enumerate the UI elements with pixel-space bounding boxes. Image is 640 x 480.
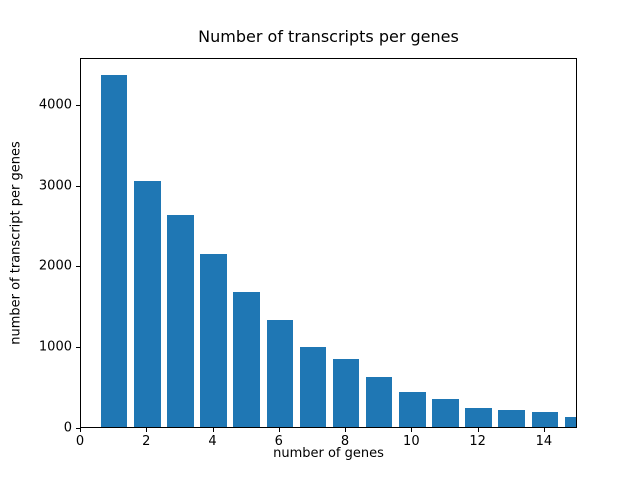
y-tick-mark [76,266,80,268]
y-tick-label: 4000 [38,97,72,113]
plot-area [80,58,577,428]
bar [200,254,227,427]
bar [332,359,360,427]
y-axis-label: number of transcript per genes [8,141,24,345]
x-tick-label: 2 [142,434,151,449]
x-tick-label: 6 [274,434,283,449]
x-tick-label: 14 [535,434,553,449]
bar [100,74,128,427]
x-tick-mark [278,428,280,432]
bar [167,215,194,427]
y-tick-label: 3000 [38,178,72,194]
x-tick-mark [146,428,148,432]
bar [266,319,294,427]
x-tick-label: 8 [340,434,350,449]
x-tick-mark [543,428,545,432]
bar [134,180,161,427]
bar [299,347,327,427]
x-tick-label: 10 [403,434,420,449]
y-tick-label: 0 [63,420,72,436]
y-tick-mark [76,347,80,349]
x-tick-mark [212,428,214,432]
y-tick-mark [76,104,80,106]
x-tick-label: 0 [75,434,85,449]
bar [365,376,393,427]
bar [498,409,525,427]
bar [564,417,576,427]
x-tick-mark [80,428,81,432]
y-tick-label: 2000 [38,258,72,274]
bar [465,407,492,427]
x-tick-mark [345,428,347,432]
x-tick-label: 4 [208,434,217,449]
y-tick-mark [76,185,80,187]
x-tick-label: 12 [469,434,486,449]
bar [233,292,260,427]
bar [399,392,426,427]
bar [432,398,459,427]
x-tick-mark [477,428,479,432]
x-tick-mark [411,428,413,432]
y-tick-mark [76,428,80,429]
y-tick-label: 1000 [38,339,72,355]
chart-title: Number of transcripts per genes [198,27,459,46]
x-axis-label: number of genes [273,446,384,461]
bar [531,412,559,427]
